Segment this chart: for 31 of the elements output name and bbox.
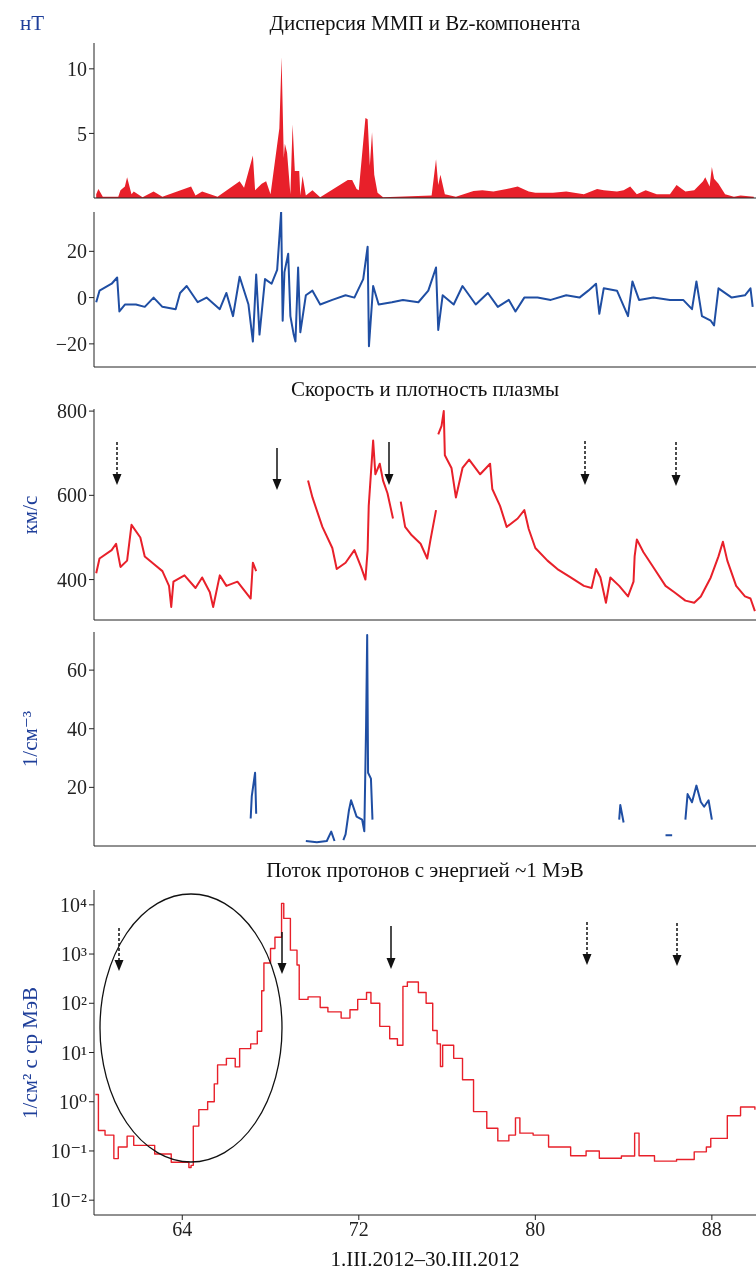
x-tick-label: 72 (348, 1218, 369, 1241)
y-axis-title: км/с (17, 495, 43, 534)
chart-title: Скорость и плотность плазмы (289, 377, 561, 402)
y-tick-label: 10⁻² (50, 1189, 87, 1212)
y-tick-label: 10⁻¹ (50, 1140, 87, 1163)
y-tick-label: 10³ (61, 943, 87, 966)
y-tick-label: 400 (57, 568, 87, 591)
y-tick-label: 40 (67, 717, 87, 740)
y-tick-label: 600 (57, 484, 87, 507)
y-tick-label: −20 (55, 332, 87, 355)
x-tick-label: 88 (701, 1218, 722, 1241)
y-axis-title: 1/см⁻³ (17, 710, 43, 768)
x-axis-title: 1.III.2012–30.III.2012 (329, 1247, 521, 1272)
y-tick-label: 10⁴ (60, 893, 88, 916)
y-axis-title: 1/см² с ср МэВ (17, 986, 43, 1119)
y-axis-title: нТ (20, 11, 45, 36)
line-series (95, 212, 754, 348)
x-tick-label: 80 (525, 1218, 546, 1241)
y-tick-label: 800 (57, 400, 87, 423)
y-tick-label: 20 (67, 240, 87, 263)
x-tick-label: 64 (172, 1218, 193, 1241)
y-tick-label: 5 (77, 122, 87, 145)
y-tick-label: 10⁰ (58, 1090, 87, 1113)
y-tick-label: 10² (61, 992, 87, 1015)
y-tick-label: 0 (77, 286, 87, 309)
y-tick-label: 10¹ (61, 1041, 87, 1064)
y-tick-label: 20 (67, 776, 87, 799)
chart-title: Поток протонов с энергией ~1 МэВ (265, 858, 585, 883)
chart-title: Дисперсия ММП и Bz-компонента (268, 11, 582, 36)
y-tick-label: 60 (67, 659, 87, 682)
y-tick-label: 10 (67, 57, 87, 80)
